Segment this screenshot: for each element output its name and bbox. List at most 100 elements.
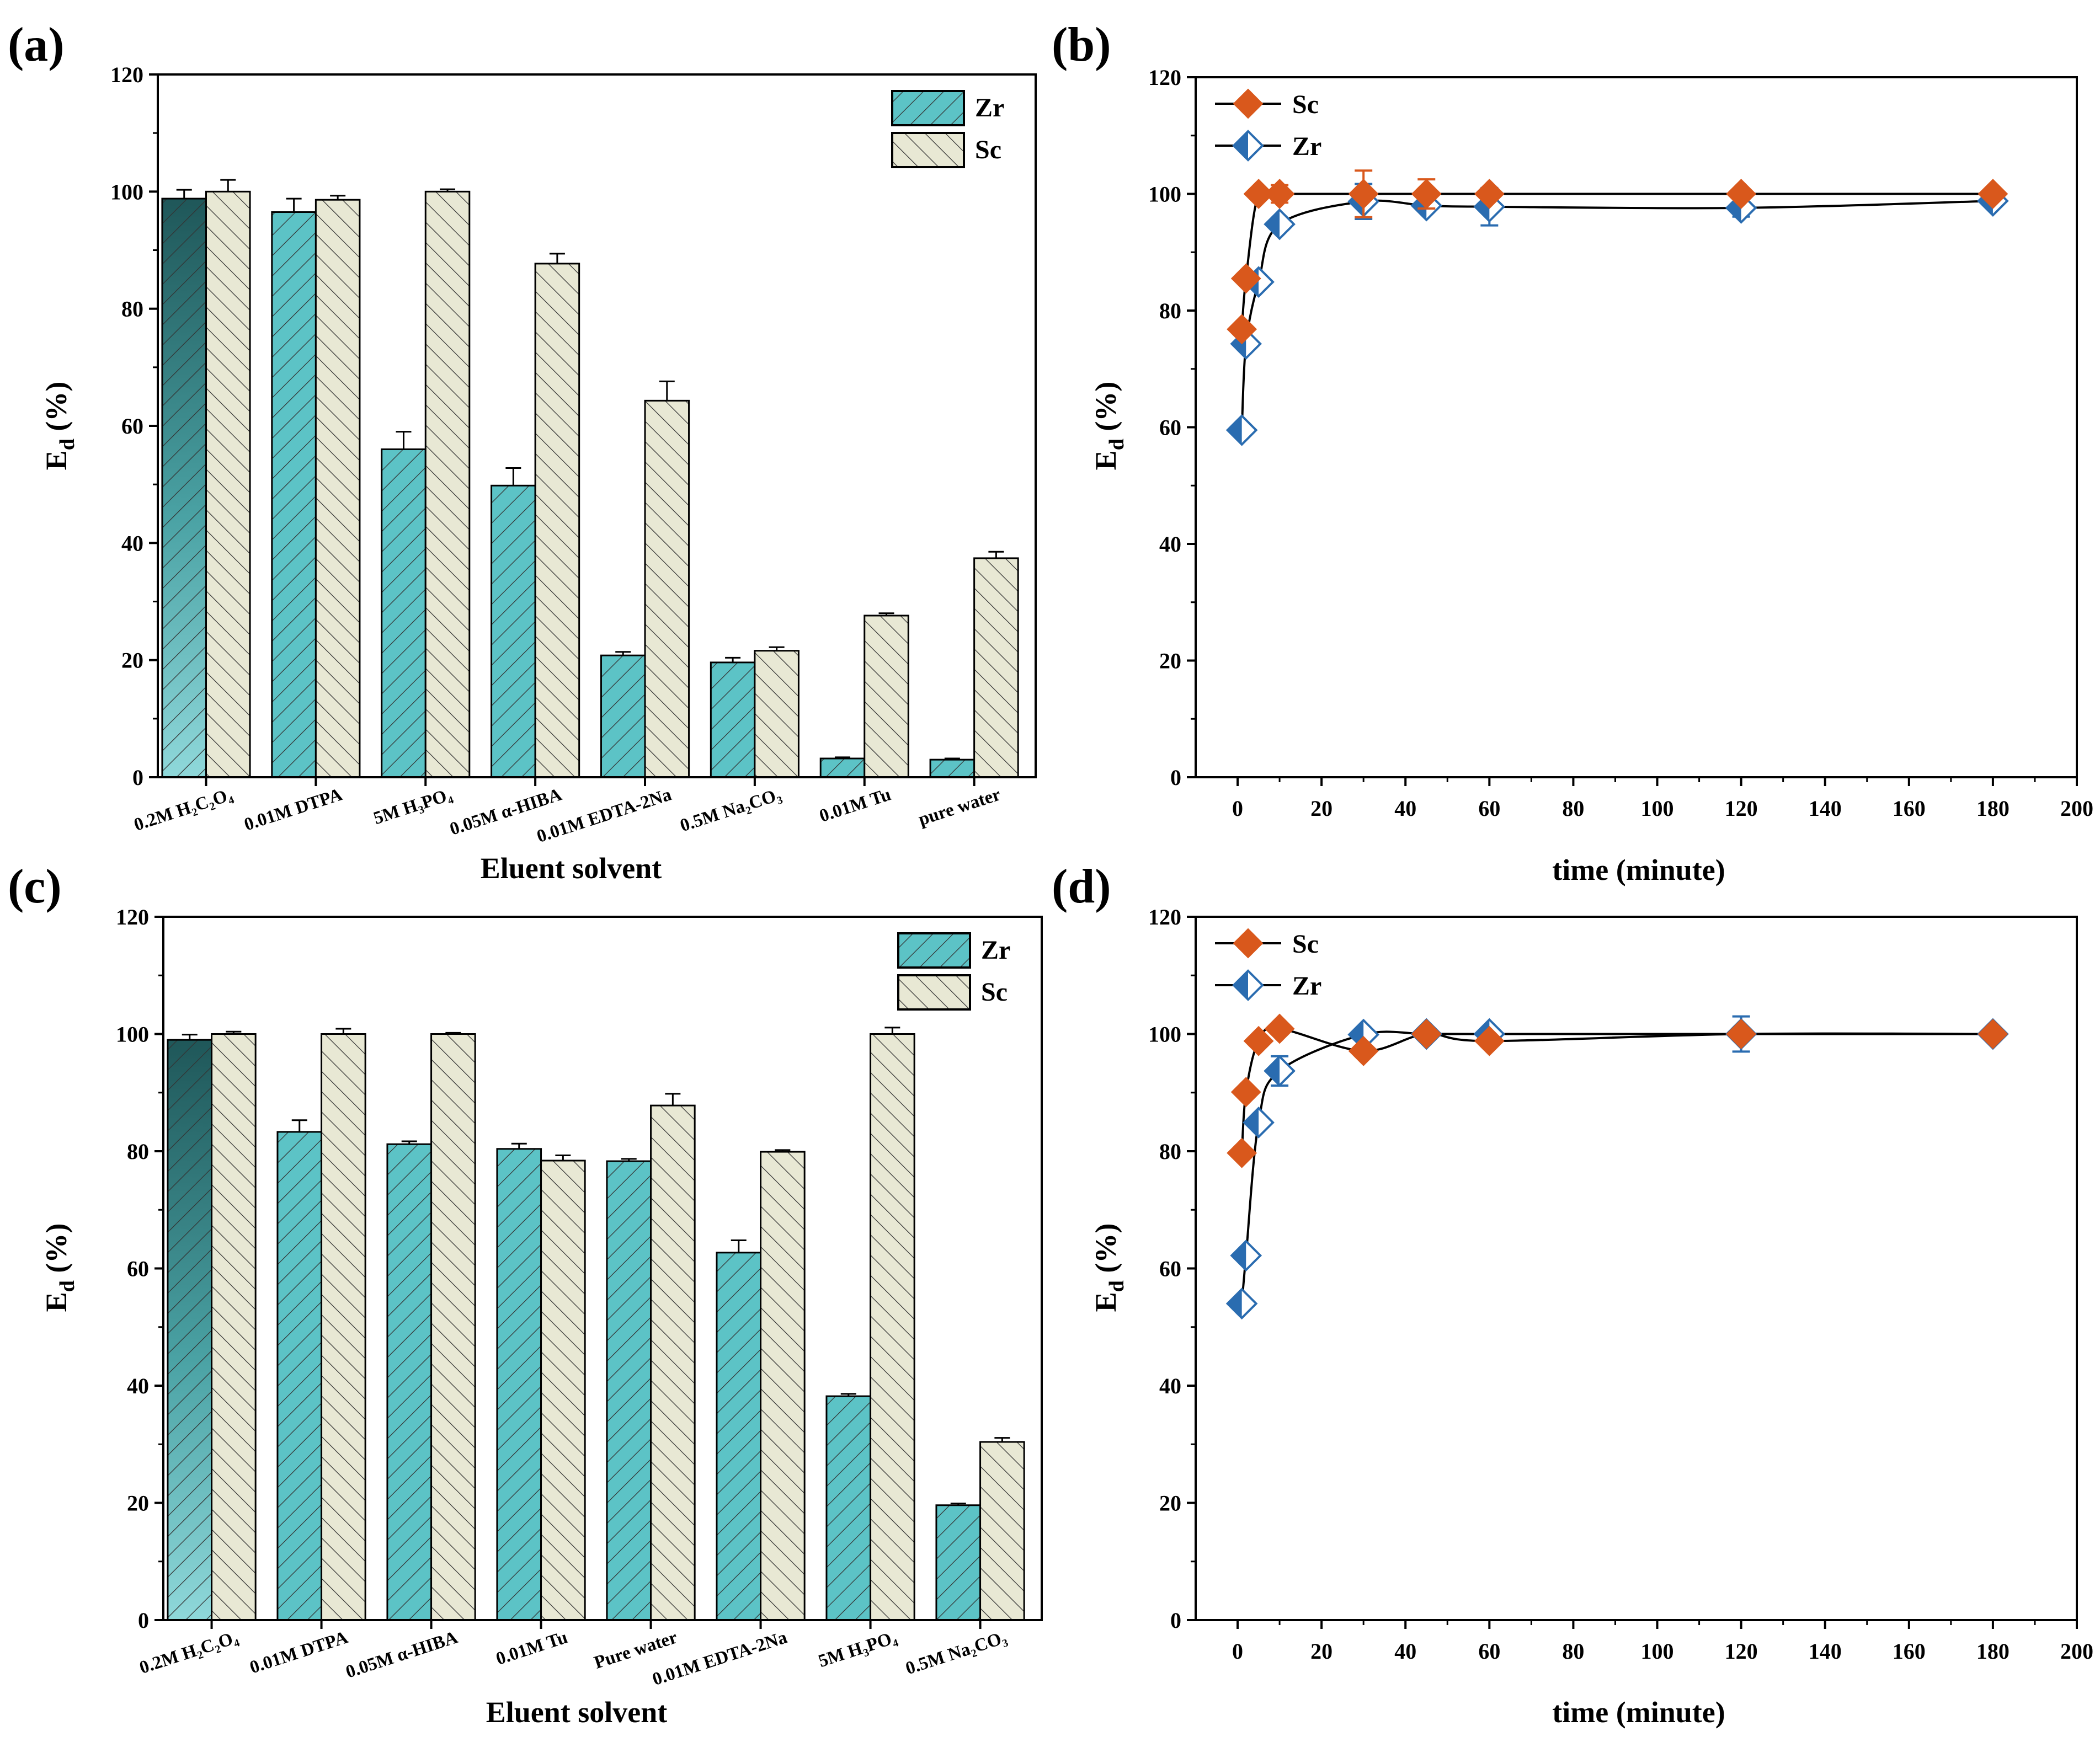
x-tick-label-3: 80: [1562, 1639, 1584, 1664]
bar-sc[interactable]: [760, 1151, 806, 1621]
data-point-sc[interactable]: [1243, 179, 1274, 209]
data-point-sc[interactable]: [1233, 928, 1264, 959]
category-label-2: 0.2M H₂C₂O₄: [137, 1627, 241, 1678]
data-point-sc[interactable]: [1227, 314, 1257, 345]
legend-label-zr: Zr: [1292, 132, 1321, 161]
x-tick-label-3: 140: [1809, 1639, 1842, 1664]
y-tick-label-1: 80: [1159, 298, 1181, 323]
bar-sc[interactable]: [540, 1159, 586, 1621]
bar-zr[interactable]: [825, 1395, 872, 1621]
x-tick-label-1: 140: [1809, 796, 1842, 821]
data-point-sc[interactable]: [1230, 1077, 1261, 1108]
x-tick-label-1: 100: [1641, 796, 1674, 821]
bar-zr[interactable]: [386, 1143, 433, 1621]
legend-swatch-zr: [891, 90, 965, 126]
bar-sc[interactable]: [644, 399, 690, 778]
data-point-sc[interactable]: [1348, 179, 1379, 209]
legend-swatch-zr: [897, 932, 971, 969]
bar-sc[interactable]: [534, 263, 580, 778]
data-point-sc[interactable]: [1243, 1025, 1274, 1056]
y-axis-title-c: Ed (%): [40, 1223, 79, 1312]
bar-zr[interactable]: [819, 757, 866, 778]
legend-label-zr: Zr: [975, 93, 1004, 122]
bar-sc[interactable]: [321, 1033, 366, 1621]
bar-zr[interactable]: [491, 484, 536, 778]
bar-sc[interactable]: [211, 1033, 257, 1621]
bar-zr[interactable]: [271, 211, 317, 778]
y-tick-label-1: 100: [1148, 182, 1181, 207]
y-tick-label-2: 60: [127, 1257, 149, 1281]
x-tick-label-3: 160: [1893, 1639, 1926, 1664]
data-point-sc[interactable]: [1230, 263, 1261, 294]
series-line-zr: [1240, 1030, 1993, 1304]
x-tick-label-1: 60: [1478, 796, 1500, 821]
y-tick-label-1: 40: [1159, 532, 1181, 557]
data-point-sc[interactable]: [1227, 1137, 1257, 1168]
data-point-sc[interactable]: [1978, 179, 2008, 209]
bar-zr[interactable]: [381, 448, 427, 778]
data-point-sc[interactable]: [1411, 179, 1442, 209]
bar-zr[interactable]: [935, 1504, 982, 1621]
data-point-sc[interactable]: [1411, 1019, 1442, 1049]
data-point-sc[interactable]: [1264, 1013, 1295, 1044]
bar-zr[interactable]: [606, 1160, 652, 1621]
data-point-sc[interactable]: [1264, 179, 1295, 209]
x-tick-label-3: 120: [1725, 1639, 1758, 1664]
category-label-0: pure water: [916, 784, 1003, 830]
panel-d-line-chart: (d) 0 20 40 60 80 100 120 0 20 40 60 80 100 120 140 160…: [1052, 860, 2093, 1729]
data-point-sc[interactable]: [1978, 1019, 2008, 1049]
bar-sc[interactable]: [424, 190, 471, 778]
y-tick-label-0: 0: [132, 765, 143, 790]
panel-a-bar-chart: (a) 0 20 40 60 80 100 120 0.2M H₂C₂O₄ 0.01M DTPA…: [8, 18, 1037, 885]
category-label-2: 5M H₃PO₄: [816, 1627, 899, 1671]
bar-sc[interactable]: [205, 190, 251, 778]
bar-zr[interactable]: [710, 661, 756, 778]
y-axis-title-a: Ed (%): [40, 382, 79, 471]
plot-frame-3: [1195, 916, 2078, 1621]
bar-zr[interactable]: [167, 1039, 213, 1621]
bar-sc[interactable]: [430, 1033, 476, 1621]
y-tick-label-3: 0: [1170, 1608, 1181, 1633]
bar-sc[interactable]: [315, 199, 361, 778]
y-tick-label-0: 20: [121, 648, 143, 673]
x-axis-title-a: Eluent solvent: [481, 852, 662, 885]
legend-label-sc: Sc: [1292, 90, 1319, 119]
data-point-sc[interactable]: [1348, 1035, 1379, 1066]
bar-zr[interactable]: [600, 654, 646, 778]
bar-zr[interactable]: [716, 1252, 762, 1621]
data-point-sc[interactable]: [1474, 1025, 1505, 1056]
bar-zr[interactable]: [276, 1131, 323, 1621]
bar-zr[interactable]: [161, 197, 207, 778]
bar-sc[interactable]: [973, 557, 1019, 778]
x-tick-label-1: 120: [1725, 796, 1758, 821]
panel-label-d: (d): [1052, 860, 1111, 913]
data-point-sc[interactable]: [1726, 179, 1757, 209]
data-point-sc[interactable]: [1726, 1019, 1757, 1049]
data-point-sc[interactable]: [1474, 179, 1505, 209]
category-label-2: 0.5M Na₂CO₃: [903, 1627, 1009, 1679]
bar-zr[interactable]: [929, 758, 976, 778]
x-tick-label-3: 200: [2060, 1639, 2093, 1664]
legend-label-zr: Zr: [1292, 971, 1321, 1001]
y-tick-label-2: 80: [127, 1139, 149, 1164]
legend-label-sc: Sc: [975, 135, 1001, 164]
data-point-sc[interactable]: [1233, 88, 1264, 119]
legend-label-sc: Sc: [981, 977, 1008, 1007]
bar-sc[interactable]: [754, 650, 800, 778]
bar-sc[interactable]: [650, 1104, 696, 1621]
panel-label-b: (b): [1052, 18, 1111, 72]
x-tick-label-1: 80: [1562, 796, 1584, 821]
x-tick-label-1: 200: [2060, 796, 2093, 821]
plot-frame-1: [1195, 76, 2078, 778]
bar-sc[interactable]: [864, 614, 909, 778]
category-label-0: 0.01M DTPA: [242, 784, 345, 835]
y-tick-label-2: 120: [116, 905, 149, 929]
bar-zr[interactable]: [496, 1148, 542, 1621]
y-tick-label-3: 60: [1159, 1257, 1181, 1281]
y-tick-label-0: 60: [121, 414, 143, 439]
bar-sc[interactable]: [870, 1033, 915, 1621]
y-tick-label-3: 40: [1159, 1374, 1181, 1398]
bar-sc[interactable]: [979, 1441, 1025, 1621]
y-tick-label-1: 0: [1170, 765, 1181, 790]
